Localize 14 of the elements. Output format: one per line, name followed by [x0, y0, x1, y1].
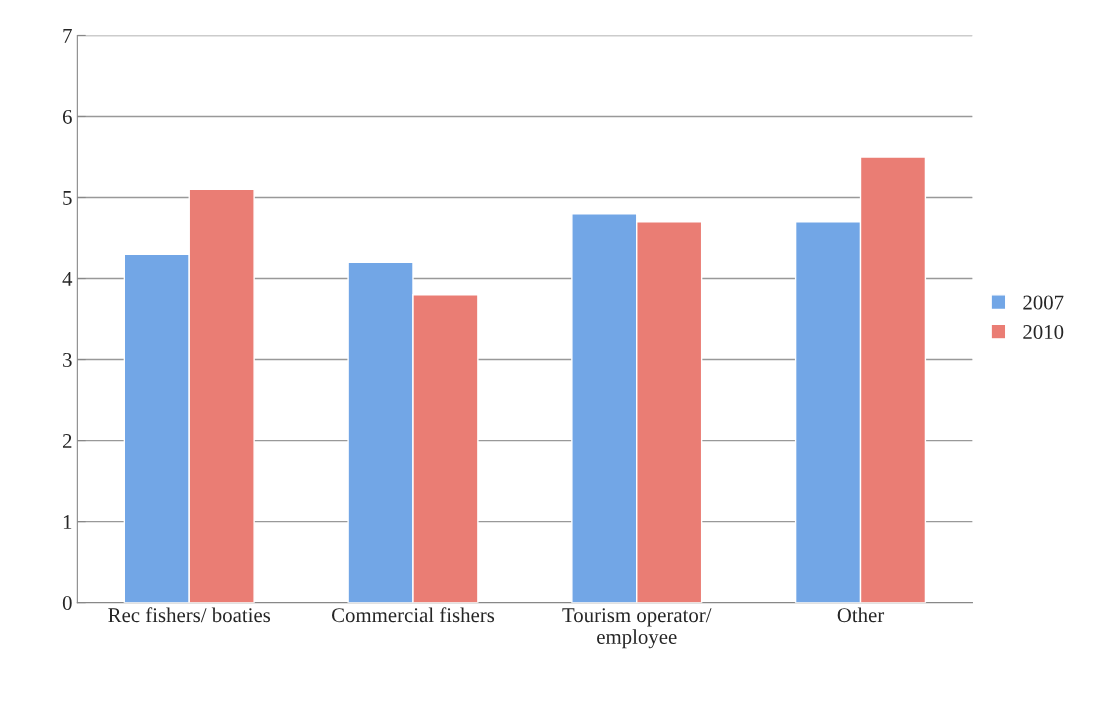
x-tick-label: Other	[837, 607, 885, 623]
y-tick-label: 3	[63, 353, 72, 367]
y-tick-label: 1	[63, 515, 72, 529]
y-tick-label: 2	[62, 434, 72, 448]
y-tick-label: 4	[62, 272, 73, 286]
x-tick-label: Rec fishers/ boaties	[108, 607, 271, 623]
legend-label: 2007	[1023, 295, 1064, 310]
x-tick-label: Tourism operator/ employee	[562, 608, 712, 649]
legend-label: 2010	[1023, 324, 1064, 340]
y-tick-label: 7	[63, 29, 72, 43]
y-tick-label: 0	[62, 596, 72, 611]
y-tick-label: 6	[62, 109, 72, 124]
x-tick-label: Commercial fishers	[331, 607, 495, 623]
y-tick-label: 5	[63, 191, 72, 205]
